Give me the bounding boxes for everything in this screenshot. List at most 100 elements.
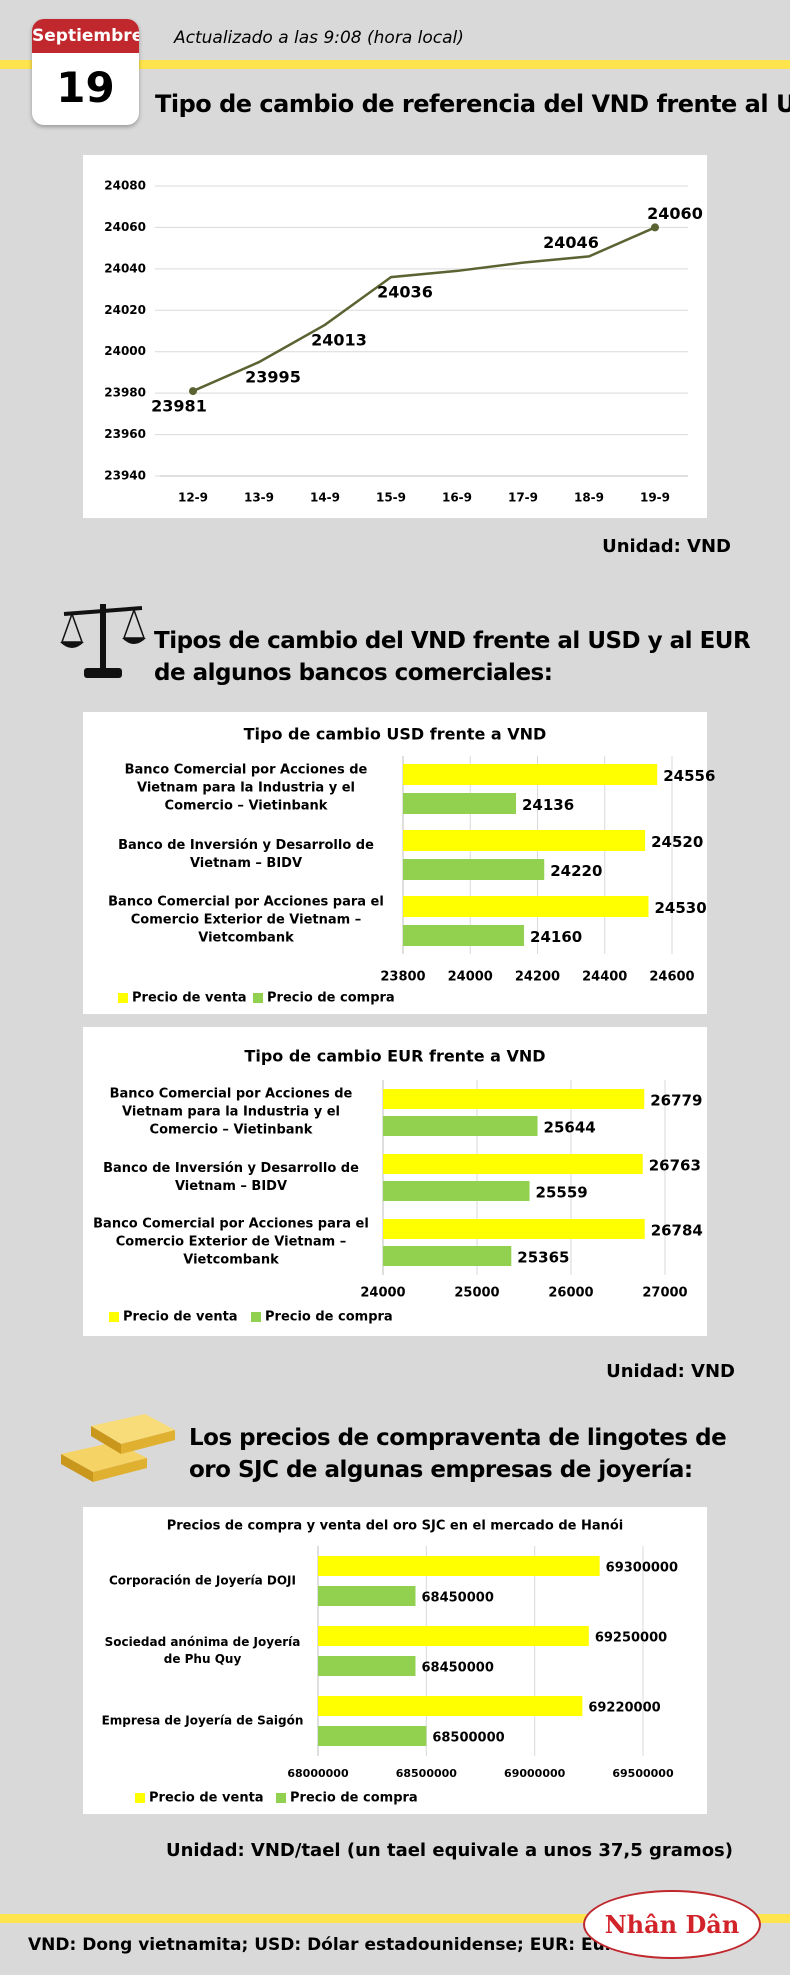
data-label: 23981	[151, 397, 207, 416]
logo: Nhân Dân	[583, 1890, 761, 1959]
category-label: Banco Comercial por Acciones de Vietnam …	[124, 762, 368, 815]
legend-label: Precio de compra	[267, 991, 395, 1006]
bar	[403, 830, 646, 851]
y-tick-label: 24040	[104, 261, 146, 275]
chart-title: Tipo de cambio USD frente a VND	[244, 725, 547, 744]
logo-text: Nhân Dân	[604, 1910, 740, 1939]
category-label: Banco Comercial por Acciones para el Com…	[108, 894, 384, 947]
x-tick-label: 23800	[380, 970, 425, 985]
y-tick-label: 23980	[104, 386, 146, 400]
bar	[403, 793, 516, 814]
x-tick-label: 17-9	[508, 491, 538, 505]
chart-box	[83, 712, 707, 1014]
legend-swatch	[251, 1312, 261, 1322]
data-label: 24220	[550, 862, 602, 880]
point	[651, 223, 659, 232]
data-label: 68450000	[422, 1661, 494, 1676]
stripe	[0, 1914, 790, 1923]
scale-icon	[60, 604, 146, 678]
bar	[383, 1154, 643, 1174]
data-label: 24013	[311, 330, 367, 349]
y-tick-label: 24080	[104, 179, 146, 193]
legend-swatch	[253, 993, 263, 1003]
data-label: 69300000	[606, 1561, 678, 1576]
data-label: 26784	[651, 1222, 703, 1240]
x-tick-label: 26000	[548, 1286, 593, 1301]
x-tick-label: 27000	[642, 1286, 687, 1301]
x-tick-label: 15-9	[376, 491, 406, 505]
chart-title: Tipo de cambio EUR frente a VND	[244, 1047, 545, 1066]
bar	[383, 1116, 538, 1136]
footer-note: VND: Dong vietnamita; USD: Dólar estadou…	[28, 1935, 625, 1955]
data-label: 68450000	[422, 1591, 494, 1606]
x-tick-label: 24200	[515, 970, 560, 985]
y-tick-label: 23940	[104, 469, 146, 483]
x-tick-label: 25000	[454, 1286, 499, 1301]
legend-swatch	[276, 1793, 286, 1803]
category-label: Banco de Inversión y Desarrollo de Vietn…	[103, 1160, 359, 1194]
y-tick-label: 24020	[104, 303, 146, 317]
x-tick-label: 13-9	[244, 491, 274, 505]
x-tick-label: 24000	[360, 1286, 405, 1301]
data-label: 24136	[522, 796, 574, 814]
bar	[318, 1696, 583, 1716]
legend-label: Precio de compra	[265, 1310, 393, 1325]
data-label: 26779	[650, 1092, 702, 1110]
stripe	[0, 60, 790, 69]
category-label: Sociedad anónima de Joyería de Phu Quy	[104, 1635, 301, 1666]
bar	[383, 1219, 645, 1239]
x-tick-label: 16-9	[442, 491, 472, 505]
bar	[318, 1726, 427, 1746]
bar	[318, 1626, 589, 1646]
data-label: 23995	[245, 368, 301, 387]
category-label: Banco de Inversión y Desarrollo de Vietn…	[118, 837, 374, 871]
bar	[403, 925, 525, 946]
chart-box	[83, 155, 707, 518]
unit-label: Unidad: VND/tael (un tael equivale a uno…	[165, 1840, 733, 1861]
data-label: 24530	[654, 899, 706, 917]
data-label: 24036	[377, 283, 433, 302]
y-tick-label: 24000	[104, 344, 146, 358]
y-tick-label: 24060	[104, 220, 146, 234]
unit-label: Unidad: VND	[602, 536, 731, 557]
x-tick-label: 69000000	[504, 1767, 566, 1780]
x-tick-label: 12-9	[178, 491, 208, 505]
section-title: Los precios de compraventa de lingotes d…	[189, 1425, 727, 1483]
data-label: 24556	[663, 767, 715, 785]
x-tick-label: 24000	[448, 970, 493, 985]
bar	[383, 1246, 512, 1266]
updated-note: Actualizado a las 9:08 (hora local)	[174, 28, 464, 48]
x-tick-label: 24400	[582, 970, 627, 985]
category-label: Banco Comercial por Acciones para el Com…	[93, 1216, 369, 1268]
line	[192, 226, 656, 393]
calendar-month: Septiembre	[32, 19, 139, 53]
data-label: 24060	[647, 204, 703, 223]
category-label: Banco Comercial por Acciones de Vietnam …	[109, 1086, 353, 1138]
bar	[383, 1181, 530, 1201]
legend-label: Precio de compra	[290, 1791, 418, 1806]
y-tick-label: 23960	[104, 427, 146, 441]
x-tick-label: 24600	[649, 970, 694, 985]
x-tick-label: 18-9	[574, 491, 604, 505]
bar	[403, 859, 545, 880]
legend-label: Precio de venta	[149, 1791, 264, 1806]
bar	[318, 1656, 416, 1676]
data-label: 69250000	[595, 1631, 667, 1646]
data-label: 25644	[544, 1119, 596, 1137]
legend-label: Precio de venta	[123, 1310, 238, 1325]
legend-label: Precio de venta	[132, 991, 247, 1006]
unit-label: Unidad: VND	[606, 1361, 735, 1382]
bar	[383, 1089, 645, 1109]
x-tick-label: 14-9	[310, 491, 340, 505]
bar	[318, 1586, 416, 1606]
x-tick-label: 69500000	[612, 1767, 674, 1780]
bar	[403, 896, 649, 917]
x-tick-label: 68500000	[396, 1767, 458, 1780]
x-tick-label: 68000000	[287, 1767, 349, 1780]
data-label: 68500000	[432, 1731, 504, 1746]
data-label: 69220000	[588, 1701, 660, 1716]
section-title: Tipo de cambio de referencia del VND fre…	[155, 90, 790, 118]
data-label: 25365	[517, 1249, 569, 1267]
data-label: 26763	[649, 1157, 701, 1175]
